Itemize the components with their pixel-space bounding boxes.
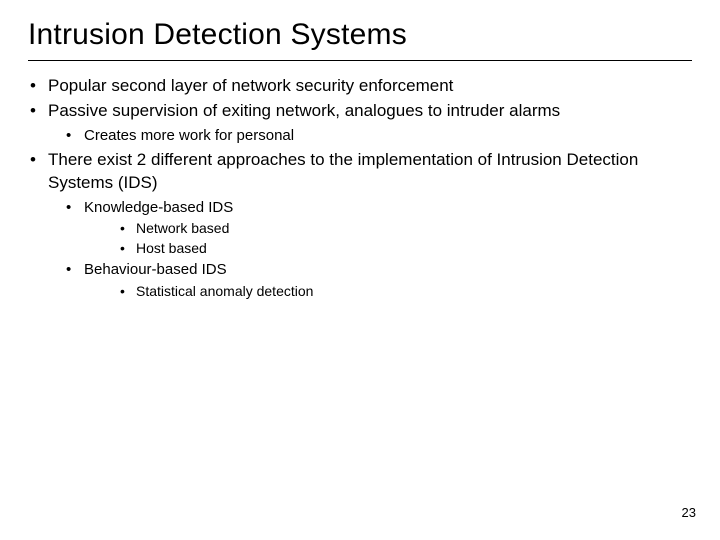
sub-list: Knowledge-based IDS Network based Host b… <box>48 197 692 302</box>
bullet-list: Popular second layer of network security… <box>28 75 692 302</box>
sub-list: Creates more work for personal <box>48 125 692 147</box>
sub-sub-list: Statistical anomaly detection <box>84 282 692 302</box>
bullet-text: Knowledge-based IDS <box>84 199 233 216</box>
bullet-text: Passive supervision of exiting network, … <box>48 101 560 120</box>
bullet-lvl2: Knowledge-based IDS Network based Host b… <box>48 197 692 259</box>
bullet-lvl1: Passive supervision of exiting network, … <box>28 100 692 147</box>
bullet-text: Behaviour-based IDS <box>84 261 227 278</box>
bullet-lvl1: Popular second layer of network security… <box>28 75 692 98</box>
title-rule <box>28 60 692 61</box>
bullet-lvl3: Network based <box>84 219 692 239</box>
page-number: 23 <box>682 505 696 520</box>
bullet-lvl3: Host based <box>84 239 692 259</box>
slide: Intrusion Detection Systems Popular seco… <box>0 0 720 540</box>
sub-sub-list: Network based Host based <box>84 219 692 258</box>
bullet-text: There exist 2 different approaches to th… <box>48 150 638 192</box>
bullet-lvl2: Creates more work for personal <box>48 125 692 147</box>
bullet-lvl1: There exist 2 different approaches to th… <box>28 149 692 302</box>
bullet-lvl3: Statistical anomaly detection <box>84 282 692 302</box>
bullet-lvl2: Behaviour-based IDS Statistical anomaly … <box>48 259 692 301</box>
slide-title: Intrusion Detection Systems <box>28 18 692 52</box>
